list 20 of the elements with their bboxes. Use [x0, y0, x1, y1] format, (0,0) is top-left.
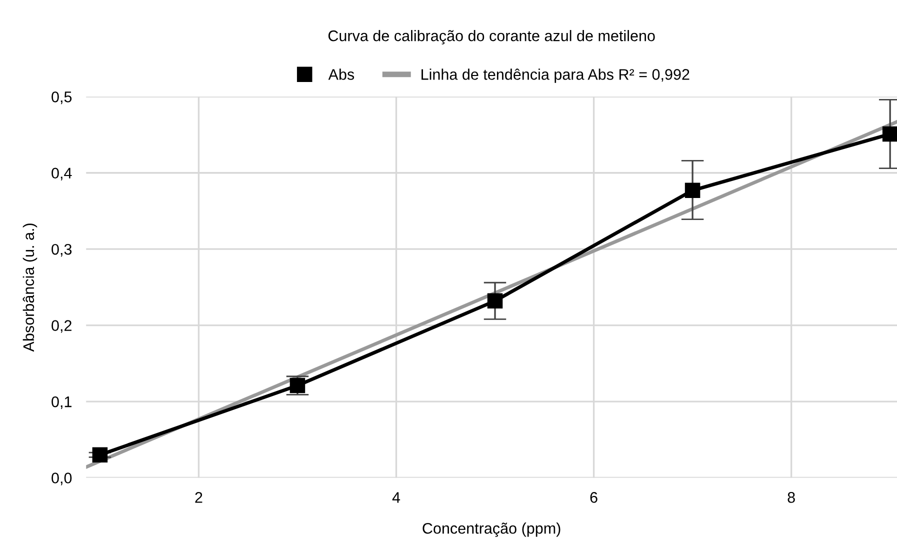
y-axis-title: Absorbância (u. a.) [22, 224, 38, 352]
legend-label: Linha de tendência para Abs R² = 0,992 [422, 68, 690, 83]
chart-title: Curva de calibração do corante azul de metileno [328, 30, 655, 44]
y-tick-label: 0,3 [52, 244, 72, 257]
x-tick-label: 6 [590, 492, 598, 503]
x-tick-label: 4 [392, 492, 400, 503]
point [882, 126, 897, 142]
x-axis-title: Concentração (ppm) [422, 522, 560, 537]
y-tick-label: 0,4 [52, 168, 72, 180]
point [684, 182, 700, 198]
y-tick-label: 0,5 [52, 92, 72, 104]
x-tick-label: 2 [195, 492, 202, 503]
point [487, 293, 503, 309]
legend-label: Abs [328, 68, 354, 80]
y-tick-label: 0,0 [52, 472, 72, 486]
y-tick-label: 0,1 [52, 396, 72, 410]
y-tick-label: 0,2 [52, 320, 72, 333]
x-tick-label: 8 [788, 492, 795, 503]
point [290, 378, 306, 394]
point [92, 447, 108, 463]
